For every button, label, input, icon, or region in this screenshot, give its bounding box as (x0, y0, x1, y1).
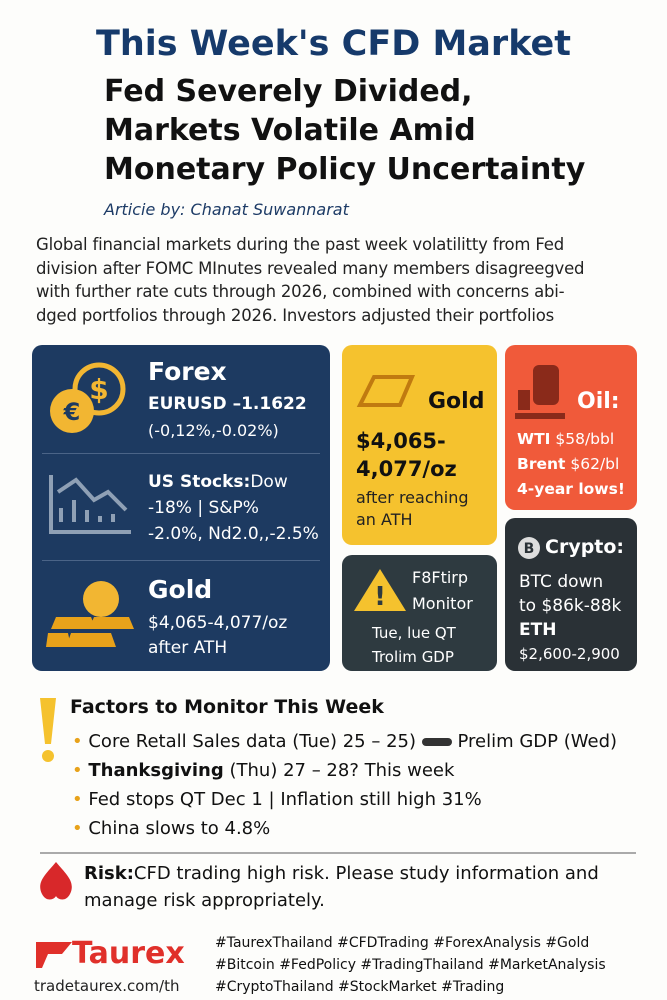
intro-line: Global financial markets during the past… (36, 235, 564, 254)
forex-line: (-0,12%,-0.02%) (148, 421, 279, 440)
oil-label: Brent (517, 455, 566, 473)
crypto-line: ETH (519, 620, 557, 640)
byline: Articie by: Chanat Suwannarat (104, 200, 349, 219)
crypto-line: BTC down (519, 572, 604, 592)
svg-text:$: $ (89, 373, 108, 406)
gold-card-price: $4,065- 4,077/oz (356, 427, 457, 483)
svg-text:!: ! (374, 582, 386, 612)
gold-text: $4,065-4,077/oz after ATH (148, 611, 287, 661)
factor-text: (Thu) 27 – 28? This week (223, 760, 455, 781)
gold-title: Gold (148, 575, 213, 604)
risk-label: Risk: (84, 863, 134, 884)
monitor-text: Tue, lue QT Trolim GDP (372, 621, 456, 669)
oil-note: 4-year lows! (517, 480, 625, 498)
gold-bar-icon (356, 375, 416, 407)
market-panel: $ € Forex EURUSD –1.1622 (-0,12%,-0.02%) … (32, 345, 330, 671)
monitor-card: ! F8Ftirp Monitor Tue, lue QT Trolim GDP (342, 555, 497, 671)
risk-line: CFD trading high risk. Please study info… (133, 863, 599, 884)
hashtags: #TaurexThailand #CFDTrading #ForexAnalys… (215, 932, 606, 998)
headline-line: Fed Severely Divided, (104, 74, 473, 109)
intro-line: division after FOMC MInutes revealed man… (36, 258, 585, 278)
exclamation-icon (40, 698, 56, 762)
gold-card-title: Gold (428, 389, 485, 414)
url: tradetaurex.com/th (34, 977, 180, 995)
oil-text: WTI $58/bbl Brent $62/bl 4-year lows! (517, 427, 625, 502)
warning-icon: ! (354, 569, 406, 612)
gold-card-line: after reaching (356, 488, 469, 507)
monitor-title-line: Monitor (412, 594, 473, 613)
stocks-title: US Stocks: (148, 472, 251, 492)
oil-value: $62/bl (565, 455, 620, 473)
risk-icon (40, 862, 72, 900)
stocks-line: Dow (250, 472, 288, 492)
factors-list: • Core Retall Sales data (Tue) 25 – 25) … (72, 727, 617, 843)
svg-text:€: € (63, 398, 81, 426)
monitor-title: F8Ftirp Monitor (412, 565, 473, 617)
monitor-title-line: F8Ftirp (412, 568, 469, 587)
hashtag-line: #CryptoThailand #StockMarket #Trading (215, 979, 505, 995)
hashtag-line: #Bitcoin #FedPolicy #TradingThailand #Ma… (215, 957, 606, 973)
gold-line: $4,065-4,077/oz (148, 613, 288, 633)
crypto-title: Crypto: (545, 536, 625, 558)
divider (40, 852, 636, 854)
factor-text: Prelim GDP (Wed) (457, 731, 618, 752)
stocks-line: -18% | S&P% (148, 498, 259, 518)
chart-icon (49, 475, 131, 534)
oil-label: WTI (517, 430, 551, 448)
forex-title: Forex (148, 357, 227, 386)
stocks-line: -2.0%, Nd2.0,,-2.5% (148, 524, 319, 544)
brand-logo (36, 942, 72, 968)
intro: Global financial markets during the past… (36, 233, 585, 327)
factor-item: • China slows to 4.8% (72, 818, 271, 839)
oil-value: $58/bbl (550, 430, 615, 448)
risk-text: Risk:CFD trading high risk. Please study… (84, 860, 599, 914)
gold-card-text: after reaching an ATH (356, 487, 469, 531)
factors-title: Factors to Monitor This Week (70, 696, 384, 718)
gold-card: Gold $4,065- 4,077/oz after reaching an AT… (342, 345, 497, 545)
factor-text: China slows to 4.8% (88, 818, 271, 839)
factor-item: • Fed stops QT Dec 1 | Inflation still h… (72, 789, 482, 810)
intro-line: dged portfolios through 2026. Investors … (36, 305, 555, 325)
monitor-line: Trolim GDP (372, 648, 454, 666)
divider (42, 453, 320, 454)
crypto-card: B Crypto: BTC down to $86k-88k ETH $2,600-2… (505, 518, 637, 671)
hashtag-line: #TaurexThailand #CFDTrading #ForexAnalys… (215, 935, 590, 951)
price-line: $4,065- (356, 429, 446, 453)
gold-card-line: an ATH (356, 510, 413, 529)
crypto-text: BTC down to $86k-88k ETH $2,600-2,900 (519, 570, 621, 666)
factor-text: Core Retall Sales data (Tue) 25 – 25) (88, 731, 417, 752)
svg-text:B: B (524, 541, 535, 557)
stocks-text: US Stocks:Dow -18% | S&P% -2.0%, Nd2.0,,-2… (148, 469, 319, 547)
gold-line: after ATH (148, 638, 228, 658)
risk-line: manage risk appropriately. (84, 890, 325, 911)
factor-item: • Core Retall Sales data (Tue) 25 – 25) … (72, 731, 618, 752)
oil-card: Oil: WTI $58/bbl Brent $62/bl 4-year low… (505, 345, 637, 510)
factor-item: • Thanksgiving (Thu) 27 – 28? This week (72, 760, 455, 781)
title: This Week's CFD Market (96, 24, 571, 64)
crypto-line: $2,600-2,900 (519, 645, 620, 663)
divider (42, 560, 320, 561)
brand: Taurex (72, 936, 185, 971)
coin-icon: $€ (50, 362, 126, 433)
bitcoin-icon: B (518, 537, 540, 559)
crypto-line: to $86k-88k (519, 596, 622, 616)
factor-text: Thanksgiving (88, 760, 224, 781)
forex-line: EURUSD –1.1622 (148, 394, 307, 414)
gold-bars-icon (46, 581, 134, 647)
monitor-line: Tue, lue QT (372, 624, 456, 642)
intro-line: with further rate cuts through 2026, com… (36, 282, 565, 301)
factor-text: Fed stops QT Dec 1 | Inflation still hig… (88, 789, 482, 810)
oil-title: Oil: (577, 389, 620, 414)
oil-icon (515, 365, 565, 419)
headline: Fed Severely Divided, Markets Volatile A… (104, 72, 585, 189)
price-line: 4,077/oz (356, 457, 457, 481)
headline-line: Markets Volatile Amid (104, 113, 476, 148)
headline-line: Monetary Policy Uncertainty (104, 152, 586, 187)
